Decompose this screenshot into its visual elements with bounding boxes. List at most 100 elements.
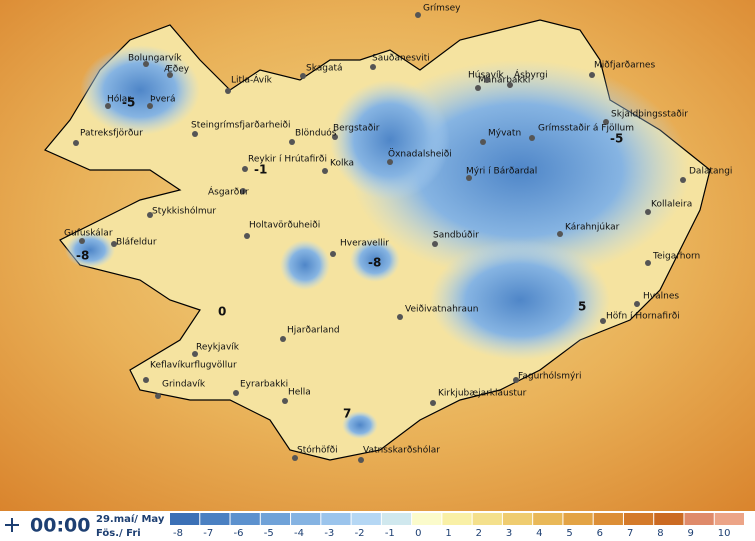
place-dot xyxy=(280,336,286,342)
legend-swatch xyxy=(170,513,200,525)
place-dot xyxy=(484,77,490,83)
place-label: Bergstaðir xyxy=(333,124,380,134)
place-dot xyxy=(147,103,153,109)
legend-swatch xyxy=(563,513,593,525)
legend-label: -2 xyxy=(355,528,365,539)
legend-swatch xyxy=(654,513,684,525)
place-dot xyxy=(143,61,149,67)
place-label: Dalatangi xyxy=(689,167,732,177)
place-dot xyxy=(507,82,513,88)
place-dot xyxy=(111,241,117,247)
place-dot xyxy=(332,134,338,140)
legend-swatch xyxy=(260,513,291,525)
place-label: Kárahnjúkar xyxy=(565,223,620,233)
legend-label: -7 xyxy=(203,528,213,539)
temperature-label: 0 xyxy=(218,305,226,319)
place-label: Kollaleira xyxy=(651,200,692,210)
place-dot xyxy=(513,377,519,383)
place-label: Mývatn xyxy=(488,129,521,139)
place-label: Mánárbakki xyxy=(478,76,530,86)
place-dot xyxy=(370,64,376,70)
place-label: Gufuskálar xyxy=(64,229,113,239)
legend-swatch xyxy=(351,513,381,525)
legend-swatch xyxy=(472,513,502,525)
legend-label: 1 xyxy=(445,528,451,539)
place-label: Reykir í Hrútafirði xyxy=(248,155,327,165)
legend-swatch xyxy=(593,513,623,525)
legend-swatch xyxy=(412,513,442,525)
temperature-label: -5 xyxy=(122,96,135,110)
place-dot xyxy=(645,209,651,215)
place-label: Stykkishólmur xyxy=(152,206,216,217)
place-dot xyxy=(680,177,686,183)
legend-swatch xyxy=(442,513,472,525)
legend-swatch xyxy=(321,513,351,525)
place-dot xyxy=(322,168,328,174)
place-label: Miðfjarðarnes xyxy=(594,61,655,71)
legend-swatch xyxy=(684,513,714,525)
place-label: Öxnadalsheiði xyxy=(388,149,452,160)
place-dot xyxy=(600,318,606,324)
legend-swatch xyxy=(381,513,412,525)
legend-swatch xyxy=(291,513,321,525)
date: 29.maí/ May xyxy=(96,513,165,525)
legend-label: 6 xyxy=(597,528,603,539)
place-label: Ásgarður xyxy=(208,186,249,198)
place-dot xyxy=(167,72,173,78)
place-label: Eyrarbakki xyxy=(240,380,288,390)
place-dot xyxy=(466,175,472,181)
legend-label: -5 xyxy=(264,528,274,539)
place-dot xyxy=(233,390,239,396)
place-label: Kirkjubæjarklaustur xyxy=(438,389,527,399)
legend-label: -6 xyxy=(234,528,244,539)
place-dot xyxy=(292,455,298,461)
legend-label: 4 xyxy=(536,528,542,539)
place-label: Sandbúðir xyxy=(433,231,479,241)
place-dot xyxy=(387,159,393,165)
clock-icon xyxy=(5,518,19,532)
place-label: Litla-Ávík xyxy=(231,74,273,86)
temperature-label: -8 xyxy=(76,249,89,263)
legend-label: 3 xyxy=(506,528,512,539)
place-dot xyxy=(289,139,295,145)
legend-swatch xyxy=(230,513,260,525)
place-dot xyxy=(105,103,111,109)
place-label: Skjaldþingsstaðir xyxy=(611,110,688,120)
place-dot xyxy=(557,231,563,237)
place-label: Hjarðarland xyxy=(287,326,340,336)
place-dot xyxy=(430,400,436,406)
place-label: Fagurhólsmýri xyxy=(518,371,582,382)
place-label: Hella xyxy=(288,388,311,398)
legend-label: -8 xyxy=(173,528,183,539)
place-label: Sauðanesviti xyxy=(372,54,430,64)
place-label: Keflavíkurflugvöllur xyxy=(150,361,237,371)
place-label: Höfn í Hornafirði xyxy=(606,312,680,322)
legend-label: 8 xyxy=(657,528,663,539)
place-dot xyxy=(225,88,231,94)
legend-swatch xyxy=(502,513,533,525)
place-label: Stórhöfði xyxy=(297,445,338,456)
place-dot xyxy=(480,139,486,145)
temperature-label: -5 xyxy=(610,132,623,146)
legend-swatch xyxy=(200,513,230,525)
place-label: Grindavík xyxy=(162,380,206,390)
time: 00:00 xyxy=(30,515,90,537)
place-dot xyxy=(432,241,438,247)
place-label: Bolungarvík xyxy=(128,54,182,64)
place-label: Veiðivatnahraun xyxy=(405,305,478,315)
place-dot xyxy=(242,166,248,172)
place-label: Hólar xyxy=(107,94,131,105)
place-dot xyxy=(79,238,85,244)
place-dot xyxy=(330,251,336,257)
legend-label: 2 xyxy=(476,528,482,539)
place-dot xyxy=(155,393,161,399)
place-dot xyxy=(603,119,609,125)
place-label: Vatnsskarðshólar xyxy=(363,445,440,456)
place-dot xyxy=(282,398,288,404)
legend-label: 7 xyxy=(627,528,633,539)
place-label: Holtavörðuheiði xyxy=(249,221,320,231)
place-label: Steingrímsfjarðarheiði xyxy=(191,121,291,131)
place-dot xyxy=(634,301,640,307)
place-dot xyxy=(147,212,153,218)
